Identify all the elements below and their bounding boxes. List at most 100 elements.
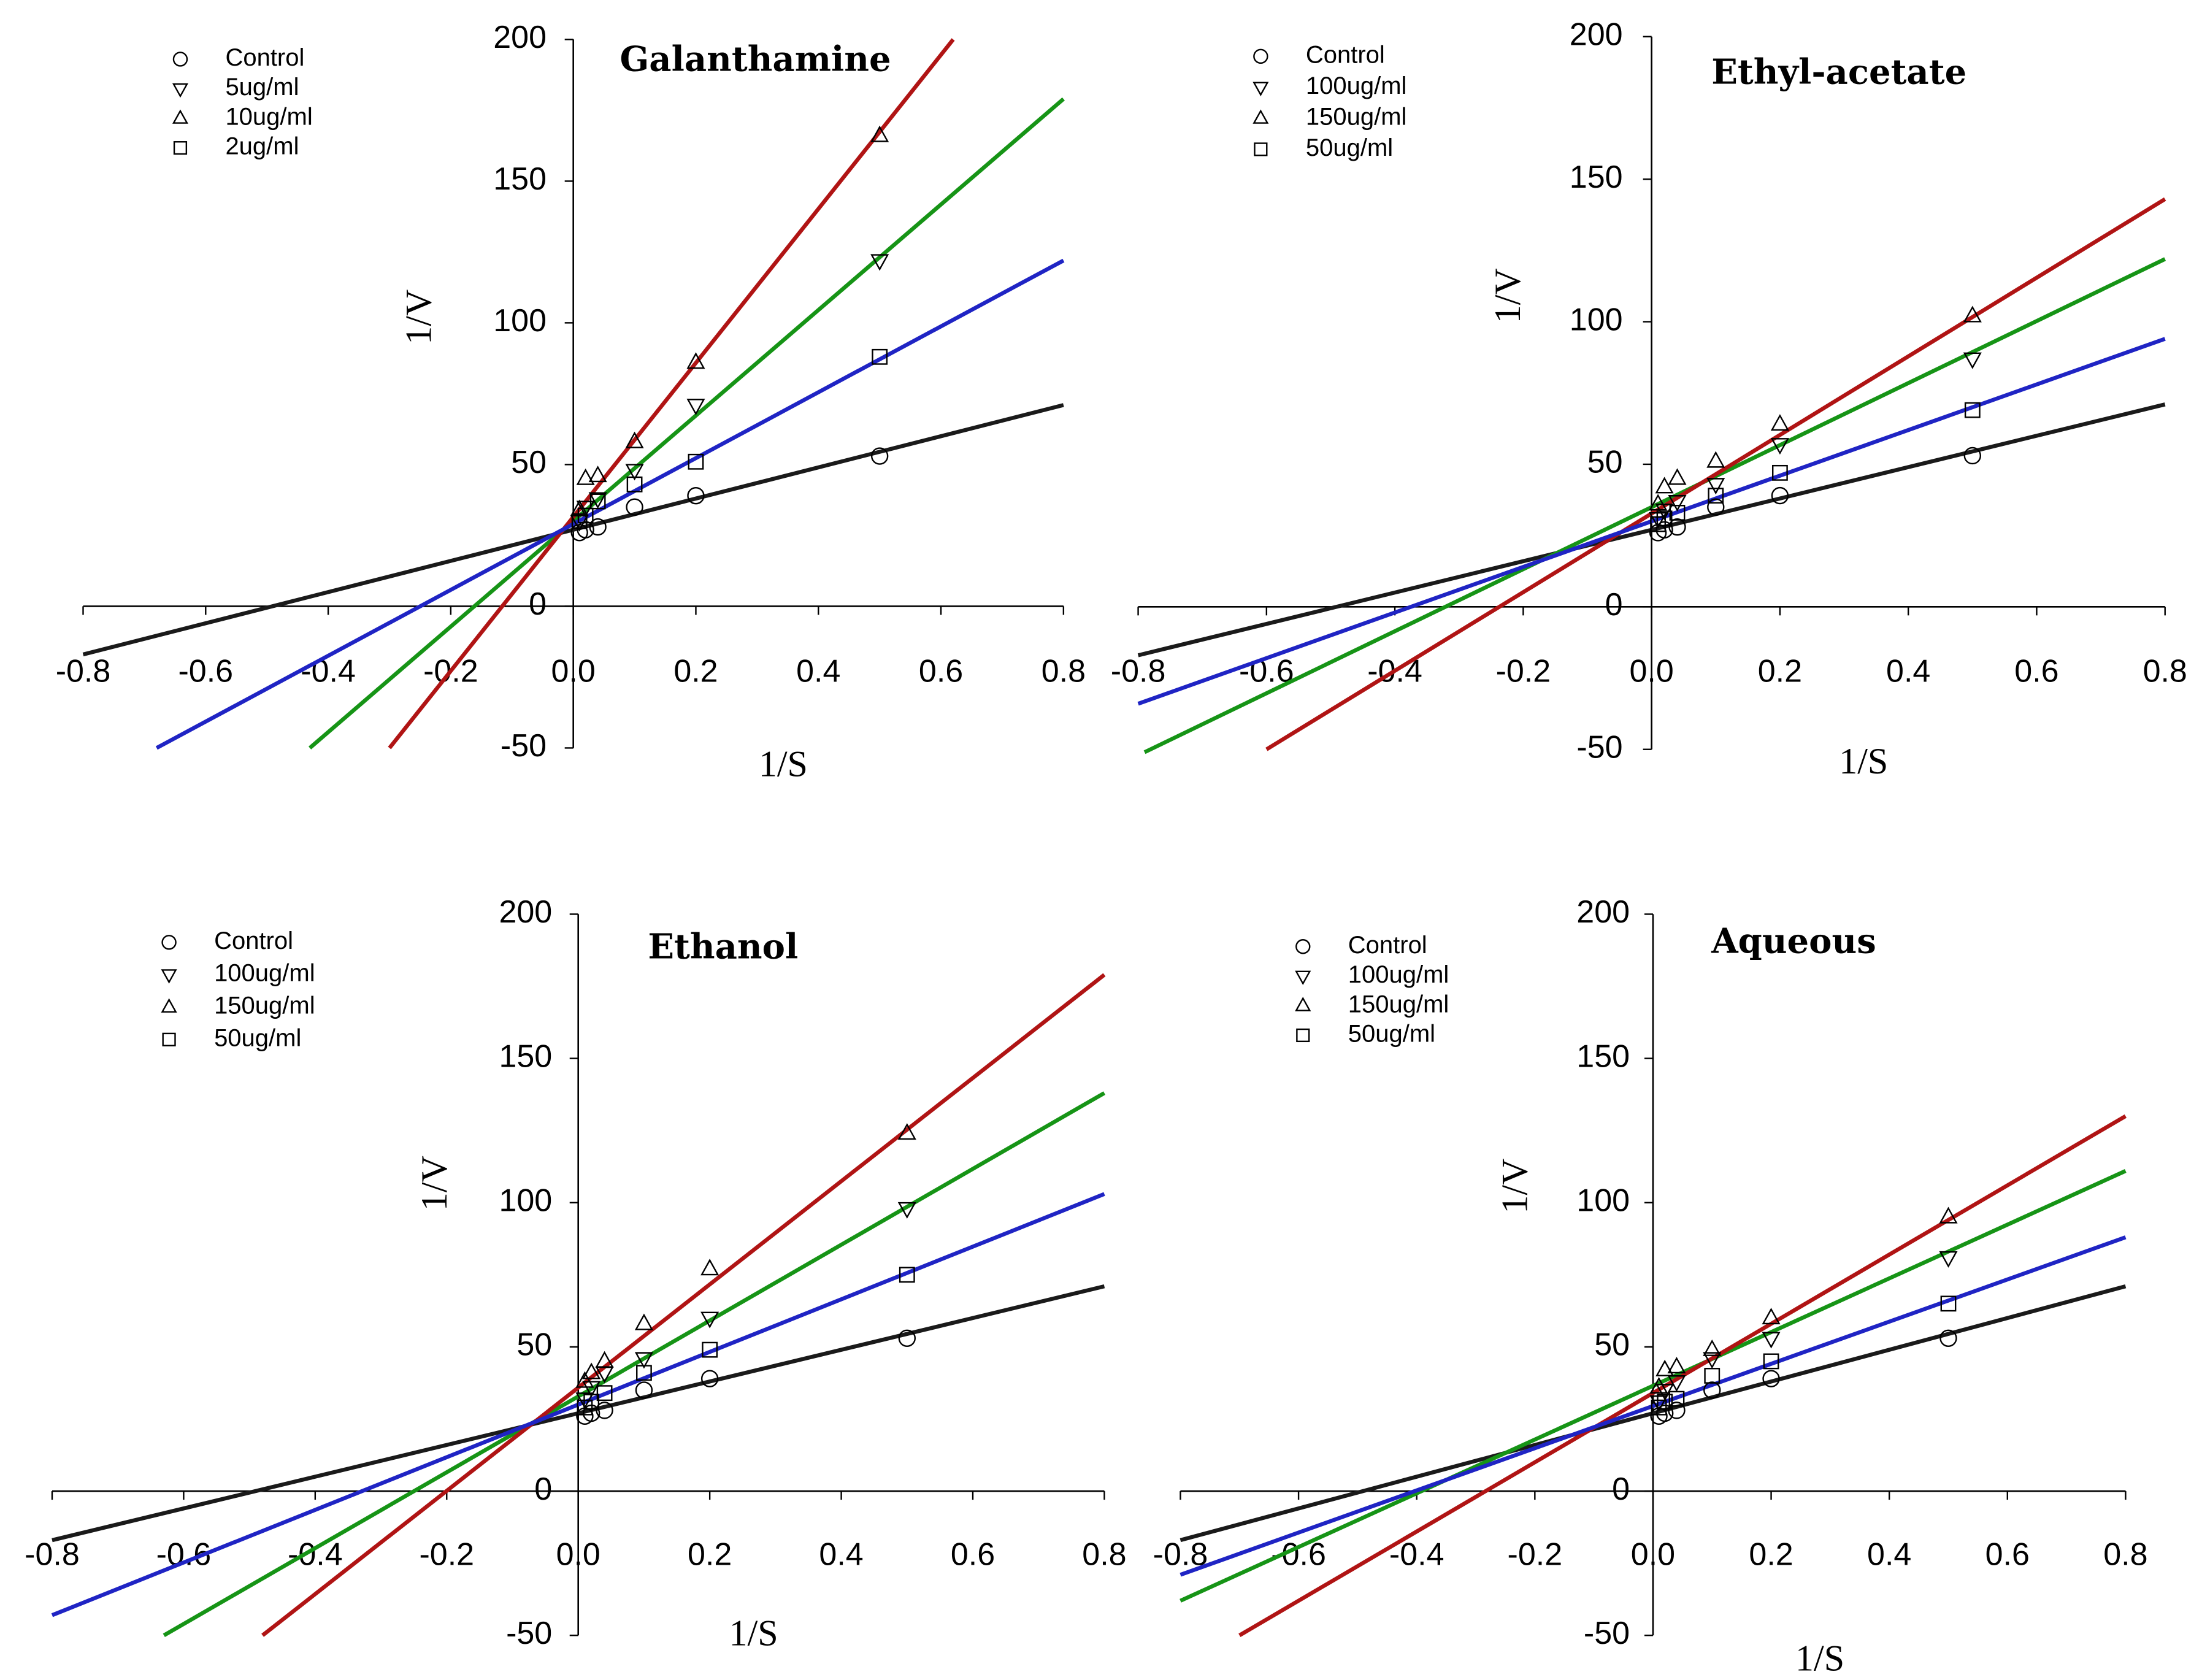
data-point: [687, 487, 705, 505]
data-point: [1656, 510, 1673, 527]
y-tick-label: 0: [1605, 587, 1623, 623]
y-axis-label: 1/V: [414, 1156, 455, 1211]
legend-marker: [1295, 997, 1311, 1011]
data-point: [595, 1351, 614, 1368]
legend-entry: Control: [214, 927, 293, 954]
data-point: [1668, 1402, 1686, 1419]
y-tick-label: 150: [493, 161, 547, 197]
x-axis-label: 1/S: [729, 1613, 778, 1653]
data-point: [1667, 1357, 1686, 1374]
data-point: [686, 352, 705, 369]
data-point: [596, 1385, 613, 1402]
legend-entry: 50ug/ml: [1348, 1020, 1435, 1047]
series-line-control: [82, 403, 1064, 657]
panel-ethanol: -0.8 -0.6 -0.4 -0.2 0.0 0.2 0.4 0.6 0.8-50050100…: [25, 894, 1126, 1653]
y-tick-label: 0: [1612, 1471, 1630, 1507]
data-point: [1772, 464, 1788, 481]
y-tick-label: 100: [493, 303, 547, 339]
data-point: [1649, 1395, 1668, 1413]
data-point: [1668, 468, 1687, 485]
data-point: [626, 498, 643, 516]
data-point: [1762, 1332, 1781, 1349]
data-point: [700, 1259, 719, 1276]
data-point: [582, 1362, 601, 1379]
panel-aqueous: -0.8 -0.6 -0.4 -0.2 0.0 0.2 0.4 0.6 0.8-50050100…: [1153, 894, 2148, 1678]
data-point: [1657, 1394, 1673, 1410]
data-point: [897, 1202, 916, 1219]
chart-title: Ethyl-acetate: [1711, 52, 1966, 92]
x-tick-label: 0.0: [1631, 1536, 1675, 1572]
y-axis-label: 1/V: [399, 290, 439, 345]
data-point: [1668, 1390, 1685, 1407]
data-point: [577, 507, 594, 524]
legend-entry: Control: [225, 44, 304, 71]
x-tick-label: 0.6: [919, 653, 963, 689]
data-point: [588, 466, 607, 483]
y-tick-label: 50: [511, 445, 547, 480]
data-point: [1939, 1329, 1957, 1348]
data-point: [688, 453, 704, 470]
legend-marker: [1295, 939, 1311, 954]
data-point: [1940, 1295, 1957, 1312]
legend-marker: [1253, 82, 1269, 96]
data-point: [1763, 1353, 1779, 1370]
y-tick-label: -50: [506, 1616, 552, 1651]
legend-marker: [172, 52, 188, 67]
y-tick-label: 100: [499, 1183, 552, 1218]
y-tick-label: -50: [1576, 729, 1622, 765]
x-tick-label: 0.2: [673, 653, 718, 689]
data-point: [870, 254, 889, 271]
x-tick-label: -0.8: [56, 653, 111, 689]
data-point: [1771, 486, 1789, 505]
y-tick-label: 50: [1587, 445, 1623, 480]
panel-galanthamine: -0.8-0.6-0.4-0.20.00.20.40.60.8-50050100…: [56, 20, 1086, 784]
y-tick-label: 150: [1576, 1038, 1630, 1074]
x-axis-label: 1/S: [1795, 1638, 1844, 1679]
data-point: [596, 1402, 613, 1419]
y-tick-label: 150: [1570, 159, 1623, 195]
legend-entry: Control: [1306, 41, 1385, 68]
x-tick-label: 0.0: [551, 653, 596, 689]
data-point: [872, 348, 888, 365]
legend-entry: 150ug/ml: [214, 992, 315, 1019]
x-tick-label: 0.2: [1749, 1536, 1793, 1572]
x-tick-label: -0.2: [1508, 1536, 1563, 1572]
x-tick-label: 0.0: [556, 1536, 600, 1572]
series-line-control: [1180, 1284, 2127, 1543]
data-point: [1770, 414, 1789, 431]
x-tick-label: -0.8: [25, 1536, 80, 1572]
x-tick-label: 0.4: [1867, 1536, 1911, 1572]
data-point: [1939, 1206, 1958, 1224]
series-line-2ug-ml: [155, 258, 1065, 750]
data-point: [1650, 516, 1667, 532]
y-axis-label: 1/V: [1487, 268, 1528, 323]
y-tick-label: 200: [493, 20, 547, 55]
data-point: [1762, 1370, 1780, 1387]
data-point: [1963, 447, 1982, 465]
x-tick-label: -0.8: [1111, 653, 1166, 689]
data-point: [1708, 488, 1724, 504]
data-point: [870, 125, 889, 142]
x-tick-label: 0.8: [2143, 653, 2187, 689]
data-point: [625, 464, 644, 481]
data-point: [1770, 438, 1789, 455]
legend-marker: [1253, 48, 1268, 64]
data-point: [1704, 1368, 1721, 1384]
legend-marker: [161, 998, 177, 1013]
data-point: [1668, 495, 1687, 512]
legend-marker: [172, 109, 188, 124]
data-point: [1655, 521, 1673, 539]
legend-marker: [1254, 142, 1268, 156]
data-point: [1963, 305, 1982, 323]
legend-marker: [162, 1032, 176, 1046]
data-point: [1703, 1352, 1722, 1369]
x-tick-label: 0.6: [951, 1536, 995, 1572]
data-point: [1706, 478, 1725, 495]
series-line-50ug-ml: [1137, 337, 2166, 706]
series-line-150ug-ml: [261, 973, 1106, 1637]
legend-entry: 100ug/ml: [214, 960, 315, 987]
chart-title: Aqueous: [1711, 921, 1876, 961]
data-point: [1667, 1375, 1686, 1392]
x-tick-label: 0.8: [1042, 653, 1086, 689]
